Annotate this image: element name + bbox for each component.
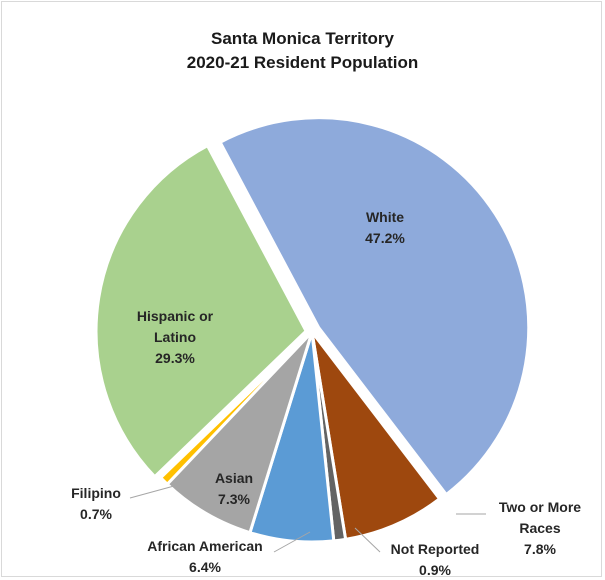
data-label-african-american: African American 6.4% [147,538,262,575]
data-label-not-reported: Not Reported 0.9% [391,541,480,578]
pie-slice-filipino [158,330,314,487]
pie-slice-white [218,116,531,497]
leader-line-not-reported [354,527,381,553]
pie-slice-hispanic-or-latino [94,143,308,479]
pie-slice-two-or-more-races [310,331,442,542]
leader-line-filipino [129,485,175,499]
leader-line-african-american [273,531,311,553]
chart-subtitle: 2020-21 Resident Population [186,53,419,72]
chart-title: Santa Monica Territory [211,29,394,48]
data-label-hispanic-or-latino: Hispanic or Latino 29.3% [137,308,214,366]
data-label-filipino: Filipino 0.7% [71,485,121,522]
data-label-white: White 47.2% [365,209,405,246]
data-label-two-or-more-races: Two or More Races 7.8% [499,499,581,557]
pie-slice-asian [165,330,314,535]
data-label-asian: Asian 7.3% [215,470,253,507]
